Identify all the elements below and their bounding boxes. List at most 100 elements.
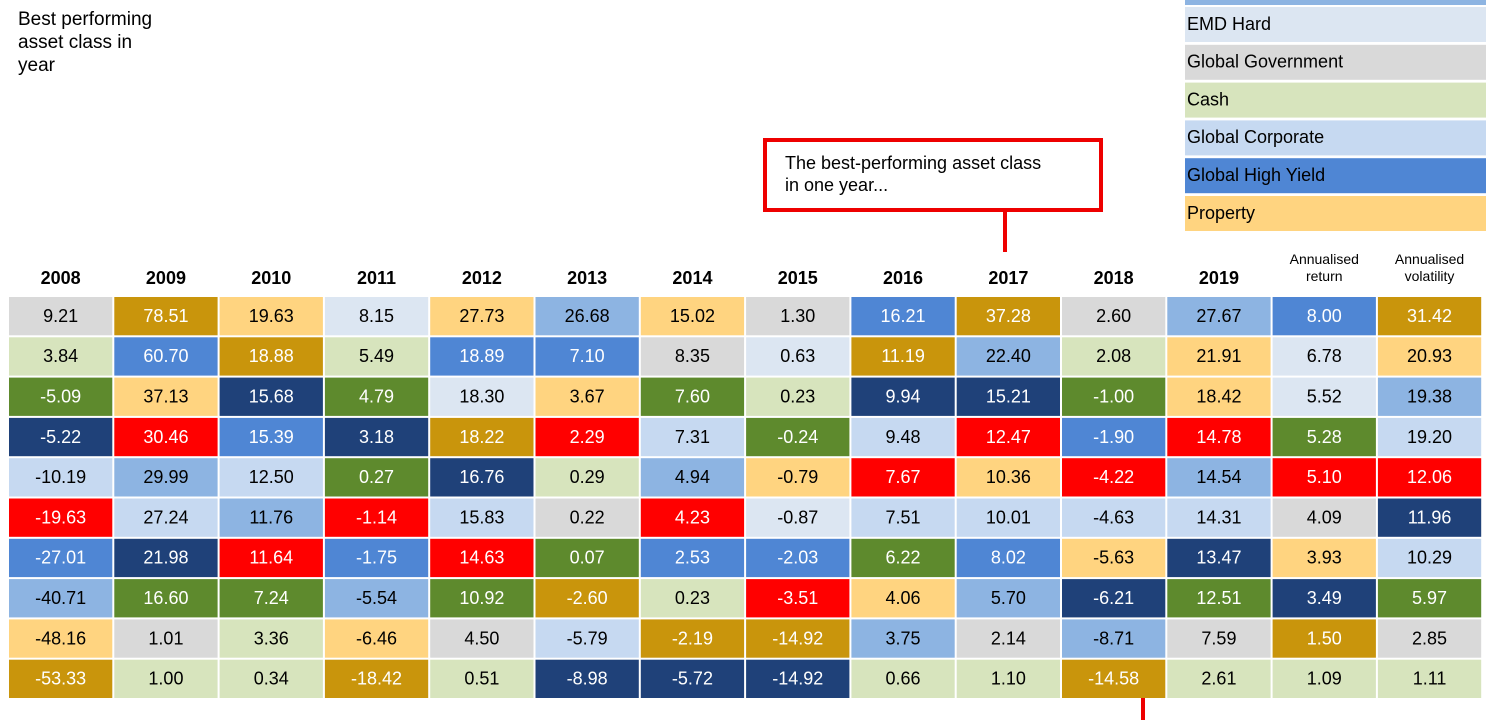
cell-value: 8.02 [991,548,1026,568]
cell-value: 0.22 [570,507,605,527]
table-cell [746,297,850,336]
cell-value: 0.27 [359,467,394,487]
table-cell [851,377,955,416]
table-cell [1167,659,1271,698]
column-header: 2009 [146,268,186,288]
table-cell [114,659,218,698]
table-cell [535,659,639,698]
cell-value: 2.29 [570,427,605,447]
cell-value: 6.22 [886,548,921,568]
cell-value: -53.33 [35,669,86,689]
table-cell [1272,297,1376,336]
cell-value: 12.47 [986,427,1031,447]
cell-value: 16.76 [459,467,504,487]
cell-value: 11.19 [881,346,925,366]
cell-value: 11.96 [1408,507,1452,527]
table-cell [956,297,1060,336]
table-cell [1062,538,1166,578]
table-cell [640,377,745,416]
cell-value: -14.92 [772,669,823,689]
table-cell [9,458,113,497]
table-cell [851,417,955,457]
cell-value: 14.78 [1196,427,1241,447]
table-cell [114,538,218,578]
table-cell [430,458,534,497]
table-cell [851,619,955,658]
cell-value: -40.71 [35,588,86,608]
cell-value: -14.92 [772,628,823,648]
cell-value: 3.67 [570,387,605,407]
cell-value: 5.28 [1307,427,1342,447]
cell-value: 0.23 [780,387,815,407]
cell-value: 5.97 [1412,588,1447,608]
table-cell [535,619,639,658]
cell-value: -48.16 [35,628,86,648]
cell-value: -3.51 [777,588,818,608]
table-cell [9,579,113,618]
cell-value: 4.94 [675,467,710,487]
cell-value: -5.22 [40,427,81,447]
legend-label: Global High Yield [1187,165,1325,185]
cell-value: 1.30 [780,306,815,326]
table-cell [1167,458,1271,497]
table-cell [219,377,323,416]
cell-value: 1.50 [1307,628,1342,648]
table-cell [640,538,745,578]
table-cell [956,377,1060,416]
table-cell [1062,417,1166,457]
cell-value: 8.15 [359,306,394,326]
table-cell [324,377,429,416]
table-cell [956,337,1060,376]
table-cell [1062,337,1166,376]
cell-value: 3.93 [1307,548,1342,568]
table-cell [324,538,429,578]
cell-value: 6.78 [1307,346,1342,366]
table-cell [114,377,218,416]
cell-value: -1.90 [1093,427,1134,447]
table-cell [535,579,639,618]
cell-value: 8.35 [675,346,710,366]
legend-swatch [1185,7,1486,42]
table-cell [219,498,323,537]
table-cell [430,297,534,336]
table-cell [114,297,218,336]
table-cell [956,417,1060,457]
legend-swatch [1185,44,1486,80]
legend-swatch [1185,158,1486,194]
table-cell [640,337,745,376]
cell-value: 31.42 [1407,306,1452,326]
table-cell [746,579,850,618]
cell-value: 1.09 [1307,669,1342,689]
cell-value: 22.40 [986,346,1031,366]
table-cell [9,417,113,457]
table-cell [219,579,323,618]
cell-value: -5.09 [40,387,81,407]
table-cell [1167,538,1271,578]
cell-value: 12.50 [249,467,294,487]
callout-text: The best-performing asset class in one y… [785,153,1042,195]
table-cell [640,417,745,457]
cell-value: 7.51 [886,507,921,527]
legend-swatch [1185,0,1486,5]
table-cell [430,417,534,457]
table-cell [430,619,534,658]
legend-swatch [1185,120,1486,156]
cell-value: 3.49 [1307,588,1342,608]
cell-value: 5.49 [359,346,394,366]
column-header: 2017 [988,268,1028,288]
cell-value: 0.23 [675,588,710,608]
cell-value: 18.89 [459,346,504,366]
callout-box: The best-performing asset class in one y… [763,138,1103,212]
table-cell [114,417,218,457]
table-cell [851,337,955,376]
column-header: 2015 [778,268,818,288]
table-cell [535,538,639,578]
table-cell [9,659,113,698]
cell-value: -6.21 [1093,588,1134,608]
table-cell [324,619,429,658]
cell-value: -6.46 [356,628,397,648]
table-cell [1377,417,1482,457]
cell-value: 27.24 [143,507,188,527]
column-header: Annualised return [1290,251,1359,284]
